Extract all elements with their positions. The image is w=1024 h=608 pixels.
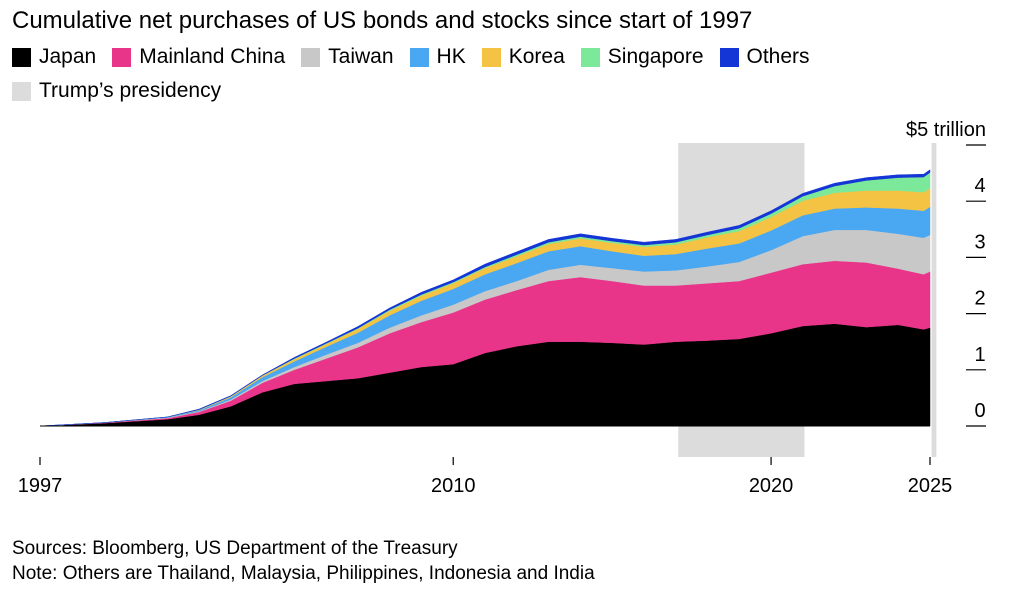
- legend-item-mainland-china: Mainland China: [112, 44, 285, 70]
- y-tick-label-3: 3: [974, 231, 985, 253]
- area-others: [39, 169, 931, 427]
- legend-label-korea: Korea: [508, 45, 565, 68]
- legend-label-others: Others: [746, 45, 810, 68]
- footer: Sources: Bloomberg, US Department of the…: [12, 536, 595, 586]
- legend-item-korea: Korea: [481, 44, 565, 70]
- y-tick-label-0: 0: [974, 400, 985, 422]
- y-tick-label-1: 1: [974, 344, 985, 366]
- legend-swatch-singapore: [580, 47, 600, 67]
- others-note: Note: Others are Thailand, Malaysia, Phi…: [12, 563, 595, 584]
- area-layer: [39, 169, 931, 427]
- legend-item-trump-presidency: Trump’s presidency: [12, 78, 221, 104]
- legend-swatch-korea: [481, 47, 501, 67]
- legend-label-mainland-china: Mainland China: [139, 45, 286, 68]
- axis-layer: 0 1 2 3 4 $5 trillion 1997 2010 2020 2025: [18, 119, 986, 497]
- legend: Japan Mainland China Taiwan HK Korea Sin…: [12, 44, 992, 104]
- legend-label-trump-presidency: Trump’s presidency: [39, 79, 222, 102]
- legend-label-japan: Japan: [39, 45, 97, 68]
- x-tick-label-2010: 2010: [431, 475, 476, 497]
- shade-range-1: [931, 143, 937, 457]
- legend-swatch-japan: [12, 47, 31, 67]
- legend-label-singapore: Singapore: [607, 45, 704, 68]
- chart-title: Cumulative net purchases of US bonds and…: [12, 7, 753, 34]
- y-tick-label-5: $5 trillion: [906, 119, 986, 141]
- x-tick-label-2020: 2020: [749, 475, 794, 497]
- legend-swatch-hk: [409, 47, 429, 67]
- x-tick-label-1997: 1997: [18, 475, 63, 497]
- legend-swatch-taiwan: [301, 47, 321, 67]
- y-tick-label-4: 4: [974, 175, 985, 197]
- stacked-area-chart: 0 1 2 3 4 $5 trillion 1997 2010 2020 2025: [18, 119, 986, 497]
- legend-label-hk: HK: [436, 45, 466, 68]
- legend-label-taiwan: Taiwan: [328, 45, 394, 68]
- legend-swatch-others: [719, 47, 739, 67]
- legend-item-japan: Japan: [12, 44, 96, 70]
- x-tick-label-2025: 2025: [908, 475, 953, 497]
- legend-swatch-trump-presidency: [12, 81, 31, 101]
- legend-item-others: Others: [719, 44, 810, 70]
- sources-note: Sources: Bloomberg, US Department of the…: [12, 538, 458, 559]
- legend-swatch-mainland-china: [112, 47, 132, 67]
- legend-item-singapore: Singapore: [580, 44, 704, 70]
- legend-item-taiwan: Taiwan: [301, 44, 394, 70]
- y-tick-label-2: 2: [974, 288, 985, 310]
- legend-item-hk: HK: [409, 44, 466, 70]
